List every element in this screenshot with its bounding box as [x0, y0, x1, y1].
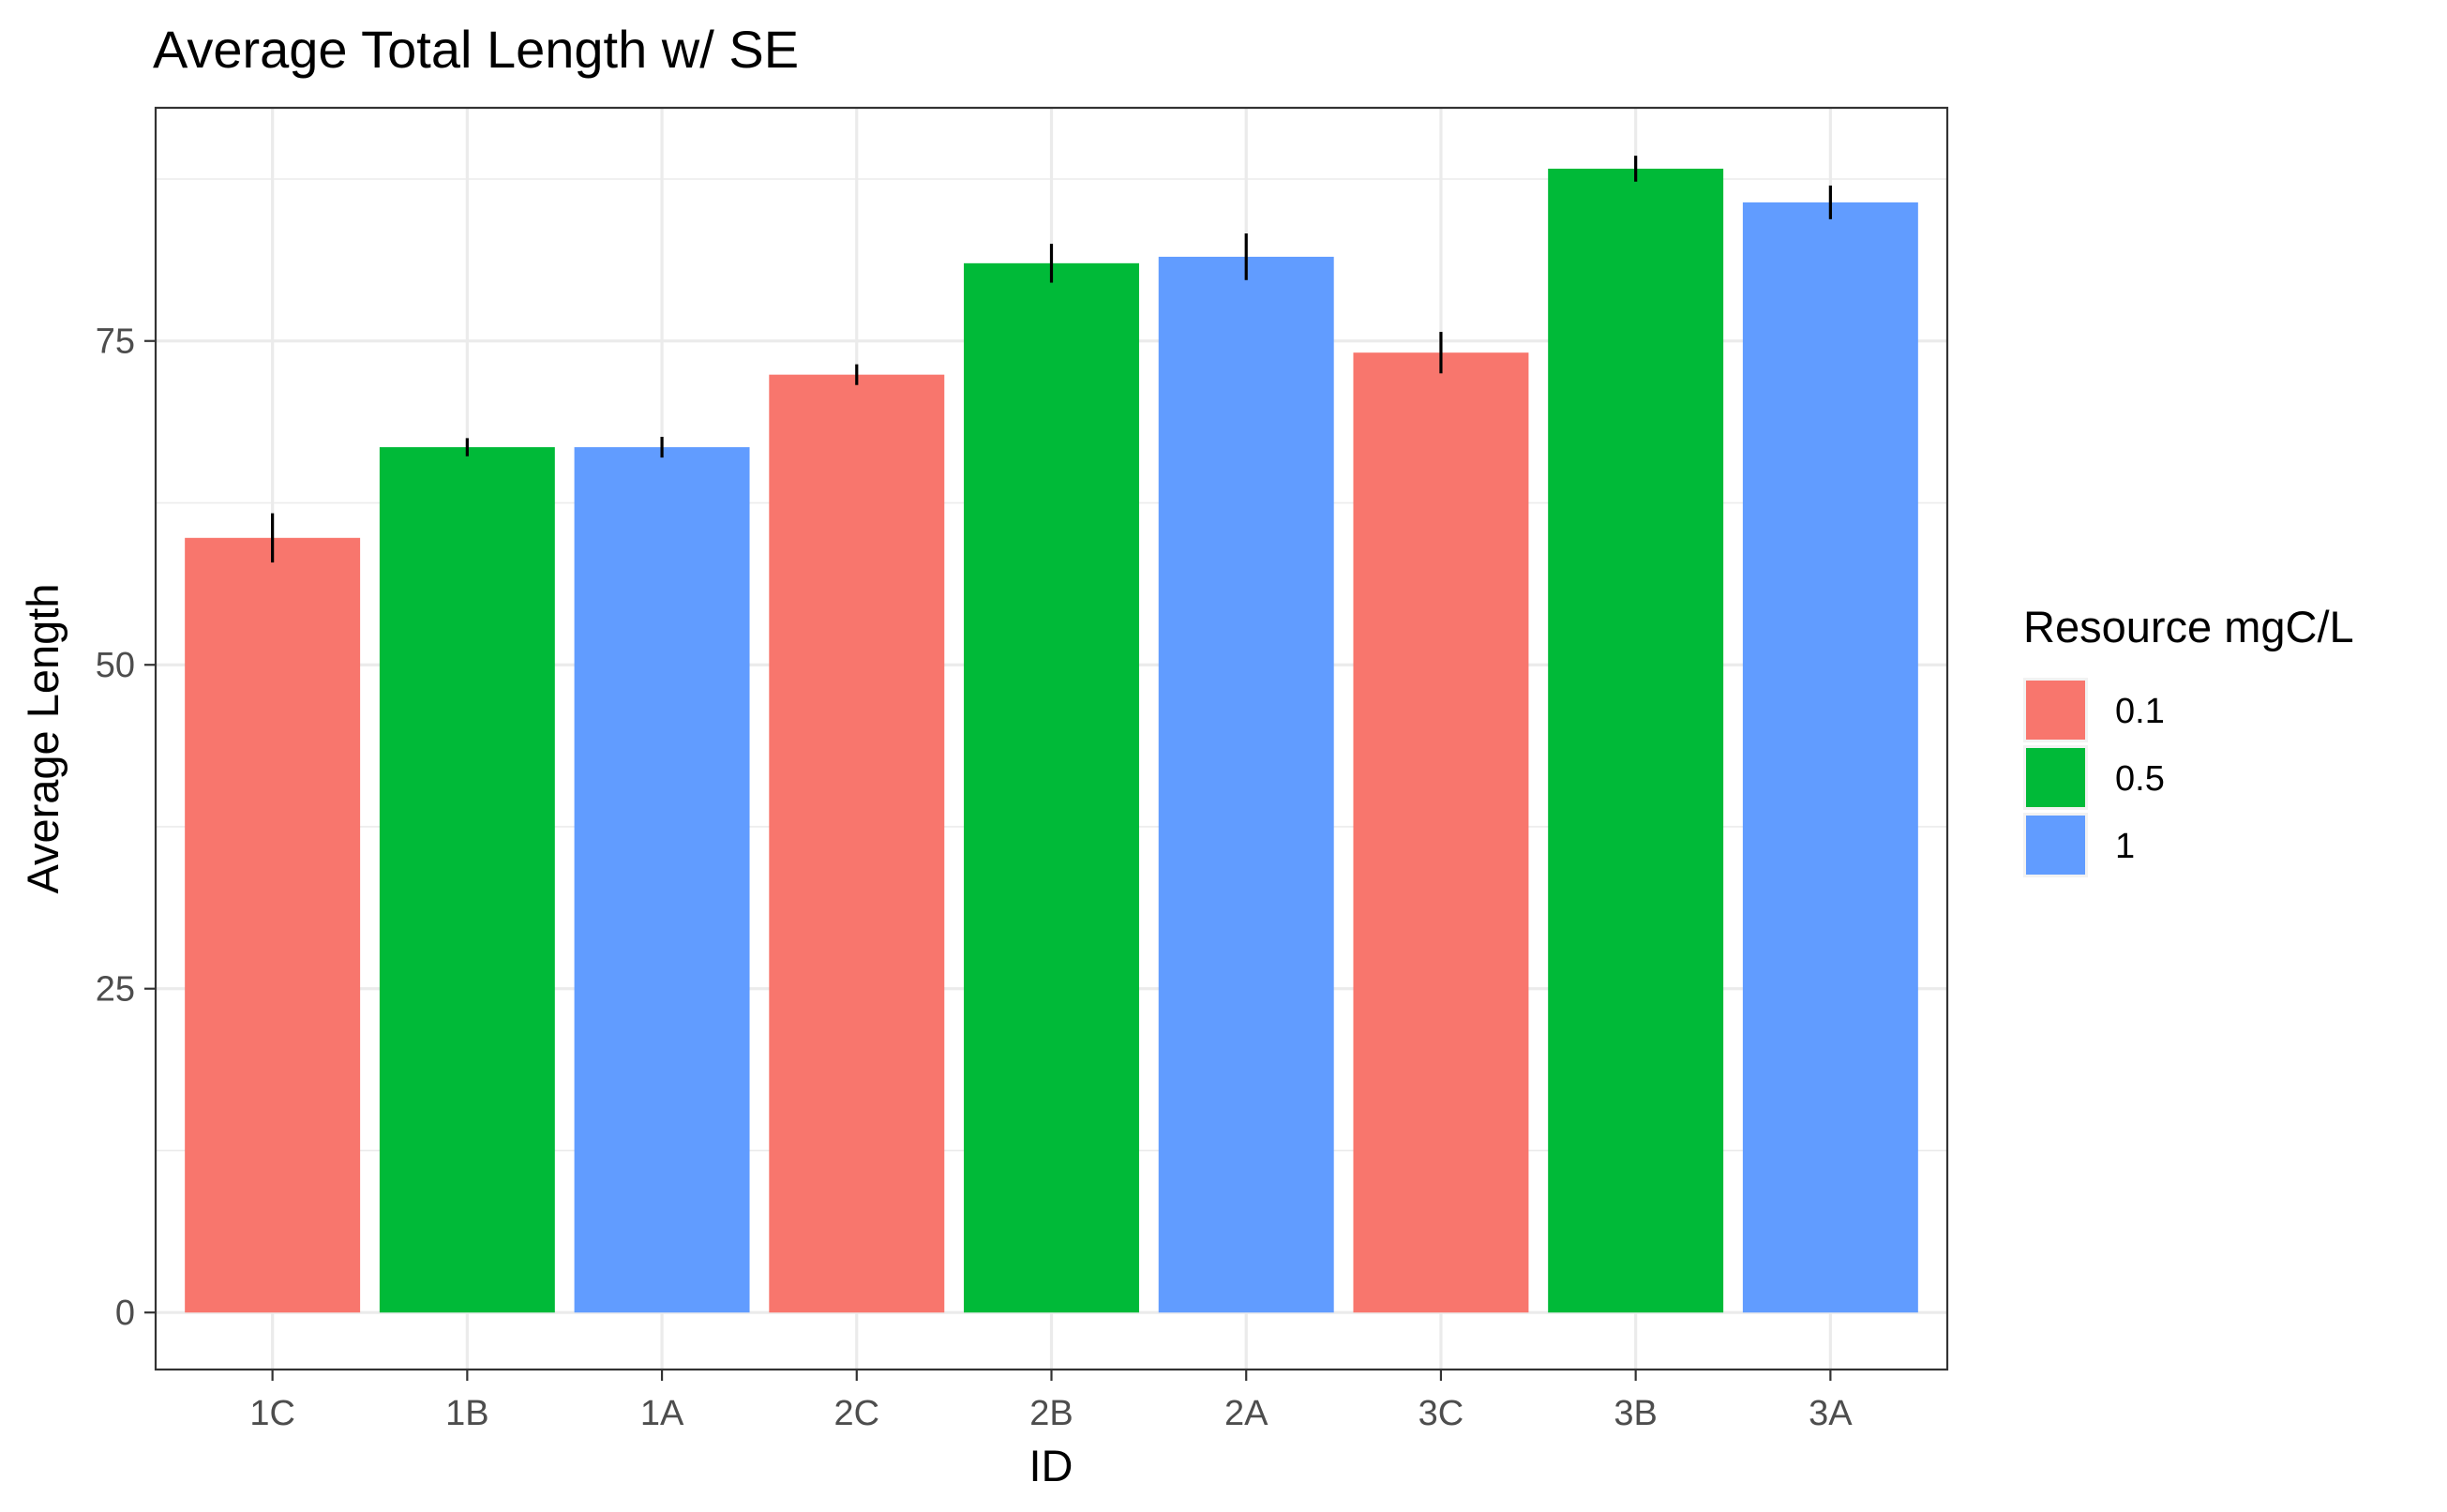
- error-bars: [271, 156, 1832, 563]
- x-tick-label: 2B: [1029, 1394, 1073, 1433]
- legend-items: 0.1 0.5 1: [2023, 678, 2165, 877]
- chart-title: Average Total Length w/ SE: [153, 20, 799, 79]
- legend: Resource mgC/L 0.1 0.5 1: [2023, 602, 2354, 877]
- bar-3A: [1742, 202, 1918, 1313]
- y-tick-label: 25: [96, 970, 135, 1010]
- bars: [185, 168, 1918, 1313]
- bar-1A: [574, 447, 750, 1313]
- x-tick-label: 1C: [249, 1394, 295, 1433]
- legend-label: 1: [2115, 827, 2135, 866]
- legend-label: 0.1: [2115, 692, 2165, 731]
- y-tick-label: 75: [96, 322, 135, 362]
- x-tick-label: 2C: [833, 1394, 879, 1433]
- bar-3B: [1548, 168, 1724, 1313]
- x-tick-label: 3A: [1809, 1394, 1853, 1433]
- bar-2A: [1158, 256, 1334, 1313]
- x-tick-label: 3B: [1614, 1394, 1657, 1433]
- bar-1B: [379, 447, 555, 1313]
- legend-label: 0.5: [2115, 759, 2165, 799]
- x-tick-label: 3C: [1419, 1394, 1464, 1433]
- bar-2C: [769, 374, 945, 1313]
- tick-labels: 0 25 50 75 1C 1B 1A 2C 2B 2A 3C 3B 3A: [96, 322, 1854, 1433]
- y-tick-label: 50: [96, 646, 135, 685]
- x-tick-label: 1A: [640, 1394, 684, 1433]
- bar-2B: [964, 262, 1139, 1313]
- bar-3C: [1353, 352, 1529, 1313]
- legend-title: Resource mgC/L: [2023, 602, 2354, 651]
- legend-swatch-1: [2026, 816, 2085, 875]
- x-axis-title: ID: [1029, 1441, 1073, 1490]
- axis-ticks: [144, 339, 1832, 1381]
- legend-swatch-0-5: [2026, 748, 2085, 807]
- legend-swatch-0-1: [2026, 681, 2085, 740]
- y-axis-title: Average Length: [18, 583, 68, 893]
- x-tick-label: 2A: [1224, 1394, 1269, 1433]
- x-tick-label: 1B: [445, 1394, 488, 1433]
- bar-1C: [185, 537, 361, 1313]
- y-tick-label: 0: [115, 1294, 135, 1333]
